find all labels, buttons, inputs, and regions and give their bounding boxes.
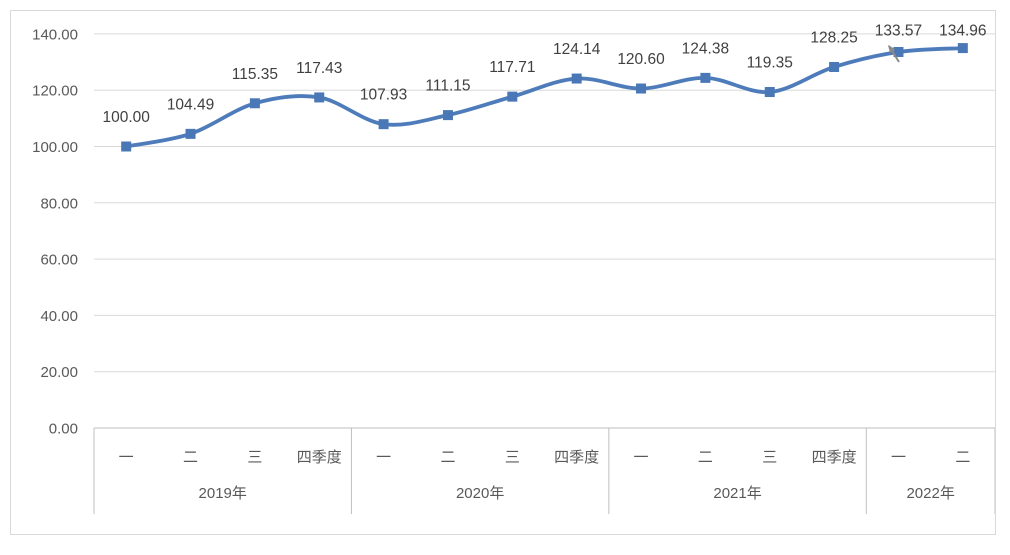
- data-point-label: 120.60: [617, 51, 665, 68]
- y-axis-tick-label: 100.00: [32, 139, 78, 156]
- data-point-label: 111.15: [425, 78, 470, 95]
- x-axis-quarter-label: 二: [440, 449, 455, 466]
- x-axis-quarter-label: 三: [247, 449, 262, 466]
- y-axis-tick-label: 60.00: [40, 252, 78, 269]
- x-axis-quarter-label: 一: [376, 449, 391, 466]
- x-axis-year-label: 2021年: [713, 485, 761, 502]
- x-axis-quarter-label: 二: [955, 449, 970, 466]
- data-point-marker: [378, 119, 389, 130]
- data-point-label: 117.71: [489, 59, 535, 76]
- data-point-label: 117.43: [296, 60, 342, 77]
- data-point-marker: [249, 98, 260, 109]
- data-point-marker: [121, 141, 132, 152]
- data-point-label: 133.57: [875, 23, 922, 40]
- data-point-label: 119.35: [747, 55, 793, 72]
- data-point-label: 115.35: [232, 66, 278, 83]
- data-point-label: 124.38: [682, 40, 729, 57]
- data-point-label: 134.96: [939, 23, 986, 40]
- data-point-label: 100.00: [102, 109, 150, 126]
- data-point-marker: [636, 83, 647, 94]
- data-point-marker: [957, 43, 968, 54]
- x-axis-quarter-label: 四季度: [297, 449, 342, 466]
- y-axis-tick-label: 40.00: [40, 308, 78, 325]
- data-point-marker: [829, 61, 840, 72]
- data-point-marker: [571, 73, 582, 84]
- data-point-marker: [507, 91, 518, 102]
- y-axis-tick-label: 0.00: [49, 421, 78, 438]
- chart-area[interactable]: 0.00 20.00 40.00 60.00 80.00 100.00 120.00 140.…: [10, 10, 996, 535]
- y-axis-tick-label: 20.00: [40, 364, 78, 381]
- x-axis-quarter-label: 四季度: [554, 449, 599, 466]
- data-point-marker: [442, 110, 453, 121]
- data-point-label: 128.25: [810, 29, 857, 46]
- x-axis-quarter-label: 二: [183, 449, 198, 466]
- data-point-label: 107.93: [360, 87, 407, 104]
- data-point-label: 124.14: [553, 41, 601, 58]
- x-axis-year-label: 2020年: [456, 485, 504, 502]
- y-axis-tick-label: 80.00: [40, 195, 78, 212]
- x-axis-quarter-label: 一: [634, 449, 649, 466]
- data-point-marker: [893, 47, 904, 58]
- series-line: [124, 46, 965, 149]
- data-point-marker: [185, 128, 196, 139]
- x-axis-quarter-label: 一: [891, 449, 906, 466]
- data-point-marker: [314, 92, 325, 103]
- x-axis-year-label: 2022年: [906, 485, 954, 502]
- x-axis-year-label: 2019年: [199, 485, 247, 502]
- y-axis-tick-label: 120.00: [32, 83, 78, 100]
- y-axis-tick-label: 140.00: [32, 26, 78, 43]
- x-axis-quarter-label: 四季度: [812, 449, 857, 466]
- data-point-marker: [700, 72, 711, 83]
- x-axis-quarter-label: 三: [505, 449, 520, 466]
- x-axis-quarter-label: 三: [762, 449, 777, 466]
- data-point-marker: [764, 87, 775, 98]
- line-chart: 0.00 20.00 40.00 60.00 80.00 100.00 120.00 140.…: [32, 23, 995, 514]
- x-axis-quarter-label: 二: [698, 449, 713, 466]
- x-axis-quarter-label: 一: [119, 449, 134, 466]
- data-point-label: 104.49: [167, 96, 214, 113]
